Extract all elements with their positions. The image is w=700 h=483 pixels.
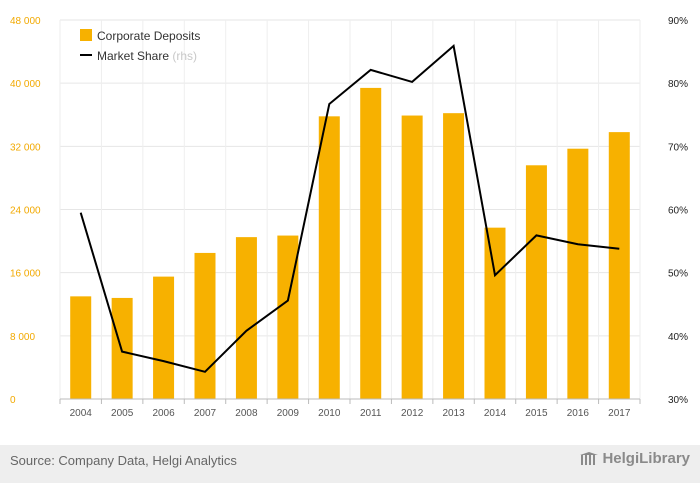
line-series bbox=[79, 43, 620, 373]
library-icon bbox=[580, 451, 599, 465]
bar bbox=[194, 252, 216, 399]
bar bbox=[484, 227, 506, 399]
y-tick-left: 0 bbox=[10, 395, 16, 406]
bar bbox=[608, 132, 630, 399]
brand-text: HelgiLibrary bbox=[602, 450, 690, 467]
legend-swatch-bar bbox=[80, 29, 92, 41]
y-tick-left: 32 000 bbox=[10, 142, 41, 153]
y-tick-right: 40% bbox=[668, 332, 688, 343]
y-tick-right: 80% bbox=[668, 79, 688, 90]
x-tick-label: 2006 bbox=[152, 408, 175, 419]
bar bbox=[567, 148, 589, 399]
x-tick-label: 2014 bbox=[484, 408, 507, 419]
axes: 0 30% 8 000 40% 16 000 50% 24 000 60% 32 000 70% 4… bbox=[10, 16, 688, 419]
y-tick-left: 16 000 bbox=[10, 269, 41, 280]
bar bbox=[318, 116, 340, 400]
footer: Source: Company Data, Helgi Analytics He… bbox=[0, 445, 700, 483]
bar bbox=[360, 87, 382, 399]
source-text: Source: Company Data, Helgi Analytics bbox=[10, 453, 237, 468]
y-tick-left: 40 000 bbox=[10, 79, 41, 90]
grid bbox=[59, 19, 641, 400]
x-tick-label: 2012 bbox=[401, 408, 424, 419]
x-tick-label: 2008 bbox=[235, 408, 258, 419]
legend-label-market-share: Market Share (rhs) bbox=[97, 49, 197, 63]
x-tick-label: 2015 bbox=[525, 408, 548, 419]
bar bbox=[277, 235, 299, 399]
y-tick-right: 60% bbox=[668, 206, 688, 217]
x-tick-label: 2010 bbox=[318, 408, 341, 419]
y-tick-right: 30% bbox=[668, 395, 688, 406]
legend-label-corporate-deposits: Corporate Deposits bbox=[97, 29, 200, 43]
y-tick-left: 24 000 bbox=[10, 206, 41, 217]
legend-note-rhs: (rhs) bbox=[172, 49, 197, 63]
x-tick-label: 2016 bbox=[567, 408, 590, 419]
bar bbox=[401, 115, 423, 399]
x-tick-label: 2017 bbox=[608, 408, 631, 419]
y-tick-right: 50% bbox=[668, 269, 688, 280]
x-tick-label: 2011 bbox=[360, 408, 382, 419]
x-tick-label: 2007 bbox=[194, 408, 217, 419]
x-tick-label: 2009 bbox=[277, 408, 300, 419]
bar bbox=[525, 165, 547, 399]
bar bbox=[443, 113, 465, 399]
combo-chart: 0 30% 8 000 40% 16 000 50% 24 000 60% 32 000 70% 4… bbox=[10, 16, 688, 419]
bars bbox=[70, 87, 630, 400]
brand-logo[interactable]: HelgiLibrary bbox=[580, 450, 690, 467]
market-share-line bbox=[79, 43, 620, 373]
x-tick-label: 2004 bbox=[70, 408, 93, 419]
x-tick-label: 2013 bbox=[442, 408, 465, 419]
y-tick-right: 90% bbox=[668, 16, 688, 27]
bar bbox=[235, 237, 257, 399]
bar bbox=[70, 296, 92, 399]
legend: Corporate Deposits Market Share (rhs) bbox=[80, 29, 200, 63]
bar bbox=[153, 276, 175, 399]
y-tick-left: 8 000 bbox=[10, 332, 35, 343]
y-tick-right: 70% bbox=[668, 142, 688, 153]
y-tick-left: 48 000 bbox=[10, 16, 41, 27]
x-tick-label: 2005 bbox=[111, 408, 134, 419]
